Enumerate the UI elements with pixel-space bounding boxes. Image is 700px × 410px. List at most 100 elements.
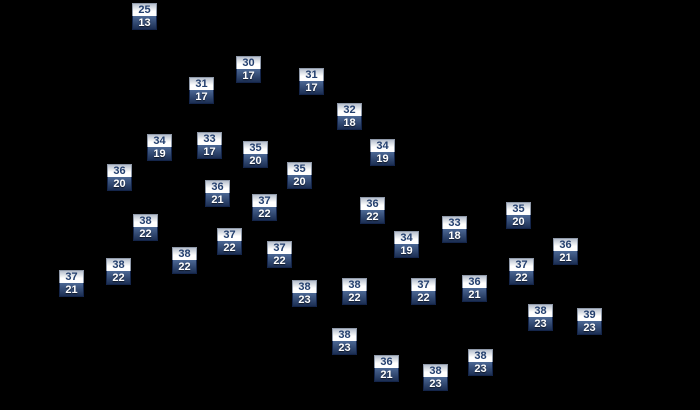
high-temperature: 38 — [292, 280, 317, 293]
high-temperature: 37 — [59, 270, 84, 283]
high-temperature: 35 — [506, 202, 531, 215]
high-temperature: 38 — [342, 278, 367, 291]
high-temperature: 36 — [107, 164, 132, 177]
temperature-marker[interactable]: 31 17 — [299, 68, 324, 95]
temperature-marker[interactable]: 39 23 — [577, 308, 602, 335]
low-temperature: 18 — [337, 116, 362, 130]
low-temperature: 23 — [468, 362, 493, 376]
low-temperature: 17 — [197, 145, 222, 159]
low-temperature: 22 — [172, 260, 197, 274]
temperature-marker[interactable]: 37 22 — [411, 278, 436, 305]
low-temperature: 23 — [292, 293, 317, 307]
temperature-marker[interactable]: 38 22 — [172, 247, 197, 274]
temperature-marker[interactable]: 33 17 — [197, 132, 222, 159]
low-temperature: 20 — [243, 154, 268, 168]
high-temperature: 38 — [133, 214, 158, 227]
high-temperature: 36 — [462, 275, 487, 288]
high-temperature: 36 — [205, 180, 230, 193]
temperature-marker[interactable]: 36 22 — [360, 197, 385, 224]
low-temperature: 23 — [528, 317, 553, 331]
temperature-marker[interactable]: 32 18 — [337, 103, 362, 130]
temperature-marker[interactable]: 38 23 — [423, 364, 448, 391]
low-temperature: 22 — [217, 241, 242, 255]
high-temperature: 36 — [553, 238, 578, 251]
high-temperature: 25 — [132, 3, 157, 16]
low-temperature: 22 — [411, 291, 436, 305]
low-temperature: 21 — [462, 288, 487, 302]
high-temperature: 34 — [370, 139, 395, 152]
low-temperature: 19 — [370, 152, 395, 166]
temperature-marker[interactable]: 38 22 — [106, 258, 131, 285]
high-temperature: 37 — [509, 258, 534, 271]
low-temperature: 22 — [252, 207, 277, 221]
temperature-marker[interactable]: 38 22 — [133, 214, 158, 241]
low-temperature: 23 — [332, 341, 357, 355]
low-temperature: 17 — [299, 81, 324, 95]
temperature-marker[interactable]: 30 17 — [236, 56, 261, 83]
temperature-marker[interactable]: 31 17 — [189, 77, 214, 104]
temperature-marker[interactable]: 36 21 — [205, 180, 230, 207]
high-temperature: 35 — [243, 141, 268, 154]
low-temperature: 21 — [205, 193, 230, 207]
high-temperature: 38 — [423, 364, 448, 377]
high-temperature: 39 — [577, 308, 602, 321]
low-temperature: 17 — [236, 69, 261, 83]
high-temperature: 34 — [147, 134, 172, 147]
temperature-marker[interactable]: 37 22 — [509, 258, 534, 285]
high-temperature: 37 — [411, 278, 436, 291]
high-temperature: 38 — [468, 349, 493, 362]
temperature-marker[interactable]: 37 22 — [252, 194, 277, 221]
high-temperature: 30 — [236, 56, 261, 69]
low-temperature: 22 — [106, 271, 131, 285]
low-temperature: 21 — [553, 251, 578, 265]
low-temperature: 23 — [577, 321, 602, 335]
temperature-marker[interactable]: 34 19 — [394, 231, 419, 258]
temperature-marker[interactable]: 38 23 — [332, 328, 357, 355]
high-temperature: 38 — [172, 247, 197, 260]
low-temperature: 21 — [59, 283, 84, 297]
high-temperature: 31 — [299, 68, 324, 81]
temperature-marker[interactable]: 37 22 — [217, 228, 242, 255]
low-temperature: 13 — [132, 16, 157, 30]
temperature-marker[interactable]: 37 22 — [267, 241, 292, 268]
low-temperature: 21 — [374, 368, 399, 382]
temperature-marker[interactable]: 36 21 — [553, 238, 578, 265]
high-temperature: 36 — [360, 197, 385, 210]
high-temperature: 36 — [374, 355, 399, 368]
temperature-marker[interactable]: 34 19 — [147, 134, 172, 161]
temperature-marker[interactable]: 38 23 — [528, 304, 553, 331]
temperature-marker[interactable]: 35 20 — [287, 162, 312, 189]
temperature-marker[interactable]: 35 20 — [243, 141, 268, 168]
low-temperature: 20 — [506, 215, 531, 229]
high-temperature: 35 — [287, 162, 312, 175]
low-temperature: 22 — [360, 210, 385, 224]
temperature-marker[interactable]: 37 21 — [59, 270, 84, 297]
high-temperature: 38 — [106, 258, 131, 271]
low-temperature: 22 — [342, 291, 367, 305]
high-temperature: 32 — [337, 103, 362, 116]
low-temperature: 19 — [394, 244, 419, 258]
low-temperature: 19 — [147, 147, 172, 161]
temperature-marker[interactable]: 35 20 — [506, 202, 531, 229]
temperature-marker[interactable]: 36 21 — [462, 275, 487, 302]
temperature-marker[interactable]: 33 18 — [442, 216, 467, 243]
temperature-marker[interactable]: 36 20 — [107, 164, 132, 191]
temperature-marker[interactable]: 25 13 — [132, 3, 157, 30]
high-temperature: 37 — [252, 194, 277, 207]
temperature-marker[interactable]: 38 22 — [342, 278, 367, 305]
temperature-marker[interactable]: 38 23 — [468, 349, 493, 376]
high-temperature: 31 — [189, 77, 214, 90]
temperature-marker[interactable]: 34 19 — [370, 139, 395, 166]
temperature-marker[interactable]: 38 23 — [292, 280, 317, 307]
high-temperature: 38 — [528, 304, 553, 317]
low-temperature: 18 — [442, 229, 467, 243]
high-temperature: 37 — [217, 228, 242, 241]
temperature-marker[interactable]: 36 21 — [374, 355, 399, 382]
high-temperature: 33 — [442, 216, 467, 229]
low-temperature: 22 — [509, 271, 534, 285]
high-temperature: 33 — [197, 132, 222, 145]
low-temperature: 17 — [189, 90, 214, 104]
low-temperature: 22 — [133, 227, 158, 241]
low-temperature: 23 — [423, 377, 448, 391]
